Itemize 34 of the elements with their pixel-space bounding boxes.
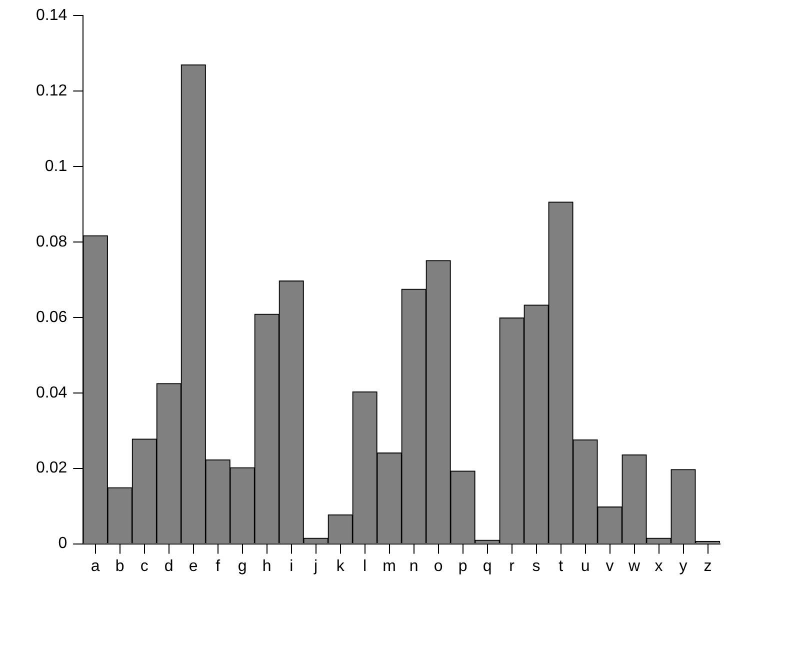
y-tick-label: 0.12: [36, 82, 68, 100]
y-tick-label: 0.04: [36, 384, 68, 402]
x-tick-label: f: [216, 558, 221, 575]
x-tick-label: l: [363, 558, 367, 575]
y-tick-label: 0: [58, 535, 68, 552]
x-tick-label: i: [290, 558, 294, 575]
y-tick-label: 0.02: [36, 460, 68, 477]
x-tick-label: s: [532, 558, 540, 575]
x-tick-label: m: [382, 558, 396, 575]
x-tick-label: b: [115, 558, 124, 575]
y-tick-label: 0.06: [36, 308, 68, 326]
y-tick-label: 0.14: [36, 7, 68, 24]
x-tick-label: d: [164, 558, 174, 575]
x-tick-label: x: [654, 558, 663, 575]
x-tick-label: g: [238, 558, 247, 575]
y-tick-label: 0.08: [36, 233, 68, 250]
x-tick-label: r: [509, 558, 516, 575]
x-tick-label: k: [336, 558, 346, 575]
x-tick-label: n: [409, 558, 418, 575]
x-tick-label: o: [434, 558, 443, 575]
x-tick-label: q: [482, 558, 492, 575]
x-tick-label: j: [313, 558, 318, 575]
x-tick-label: c: [140, 558, 148, 575]
y-tick-label: 0.1: [44, 158, 68, 175]
x-tick-label: a: [90, 558, 100, 575]
x-tick-label: y: [679, 558, 688, 575]
x-tick-label: h: [262, 558, 272, 575]
x-tick-label: e: [188, 558, 198, 575]
x-tick-label: p: [458, 558, 468, 575]
x-tick-label: w: [627, 558, 640, 575]
x-tick-label: z: [704, 558, 712, 575]
x-tick-label: t: [558, 558, 564, 575]
x-tick-label: v: [606, 558, 614, 575]
x-tick-label: u: [580, 558, 590, 575]
